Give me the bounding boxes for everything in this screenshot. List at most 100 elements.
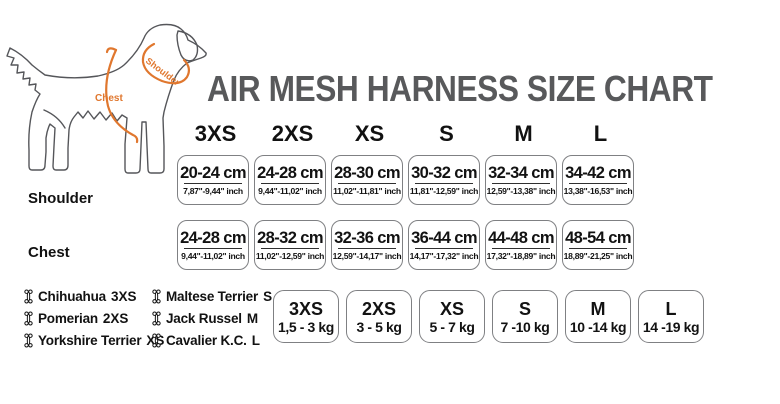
- shoulder-box-l: 34-42 cm 13,38"-16,53" inch: [562, 155, 634, 205]
- chest-band-hook: [105, 47, 118, 54]
- weight-box-l: L 14 -19 kg: [638, 290, 704, 343]
- cm-range: 34-42 cm: [565, 163, 631, 182]
- breed-item-pomerian: Pomerian 2XS: [24, 310, 164, 326]
- bone-icon: [152, 310, 161, 326]
- weight-size: 2XS: [361, 298, 397, 319]
- inch-range: 18,89"-21,25" inch: [563, 250, 633, 261]
- inch-range: 17,32"-18,89" inch: [486, 250, 556, 261]
- inch-range: 11,02"-11,81" inch: [333, 185, 401, 196]
- shoulder-band-label: Shoulder: [144, 56, 182, 88]
- inch-range: 14,17"-17,32" inch: [409, 250, 479, 261]
- weight-size: S: [518, 298, 531, 319]
- weight-range: 14 -19 kg: [642, 318, 700, 335]
- breed-size: L: [251, 332, 260, 348]
- shoulder-box-xs: 28-30 cm 11,02"-11,81" inch: [331, 155, 403, 205]
- cm-range: 32-34 cm: [488, 163, 554, 182]
- cm-range: 44-48 cm: [488, 228, 554, 247]
- shoulder-box-s: 30-32 cm 11,81"-12,59" inch: [408, 155, 480, 205]
- breed-item-jack-russel: Jack Russel M: [152, 310, 272, 326]
- cm-range: 32-36 cm: [334, 228, 400, 247]
- dog-thigh-line: [43, 109, 66, 129]
- breed-name: Yorkshire Terrier: [38, 332, 142, 348]
- cm-range: 24-28 cm: [180, 228, 246, 247]
- bone-icon: [152, 288, 161, 304]
- divider: [261, 182, 319, 184]
- size-header-row: 3XS 2XS XS S M L: [177, 121, 639, 147]
- chest-box-2xs: 28-32 cm 11,02"-12,59" inch: [254, 220, 326, 270]
- chest-box-m: 44-48 cm 17,32"-18,89" inch: [485, 220, 557, 270]
- bone-icon: [24, 332, 33, 348]
- shoulder-box-3xs: 20-24 cm 7,87"-9,44" inch: [177, 155, 249, 205]
- shoulder-row-label: Shoulder: [28, 190, 94, 207]
- weight-range: 7 -10 kg: [500, 318, 550, 335]
- dog-ear-path: [176, 30, 199, 62]
- size-header-2xs: 2XS: [271, 121, 314, 146]
- size-header-l: L: [593, 121, 608, 146]
- cm-range: 24-28 cm: [257, 163, 323, 182]
- breed-item-yorkshire-terrier: Yorkshire Terrier XS: [24, 332, 164, 348]
- breed-item-cavalier-kc: Cavalier K.C. L: [152, 332, 272, 348]
- chest-band: [105, 48, 139, 144]
- breed-size: 2XS: [102, 310, 129, 326]
- dog-measurement-diagram: Shoulder Chest: [6, 23, 207, 174]
- weight-size: L: [665, 298, 677, 319]
- weight-box-3xs: 3XS 1,5 - 3 kg: [273, 290, 339, 343]
- cm-range: 28-30 cm: [334, 163, 400, 182]
- shoulder-band: [141, 42, 191, 85]
- size-header-m: M: [514, 121, 533, 146]
- divider: [492, 182, 550, 184]
- dog-outline-path: [6, 23, 207, 174]
- inch-range: 9,44"-11,02" inch: [181, 250, 245, 261]
- weight-size: M: [590, 298, 606, 319]
- breed-name: Jack Russel: [166, 310, 242, 326]
- weight-size: XS: [439, 298, 464, 319]
- weight-range: 5 - 7 kg: [429, 318, 475, 335]
- divider: [338, 182, 396, 184]
- page-title: AIR MESH HARNESS SIZE CHART: [207, 68, 713, 109]
- weight-box-s: S 7 -10 kg: [492, 290, 558, 343]
- chest-row-label: Chest: [28, 244, 70, 261]
- bone-icon: [24, 310, 33, 326]
- breed-name: Chihuahua: [38, 288, 106, 304]
- weight-box-2xs: 2XS 3 - 5 kg: [346, 290, 412, 343]
- weight-range: 1,5 - 3 kg: [278, 318, 334, 335]
- inch-range: 11,02"-12,59" inch: [255, 250, 325, 261]
- cm-range: 30-32 cm: [411, 163, 477, 182]
- size-header-xs: XS: [354, 121, 385, 146]
- weight-range-row: 3XS 1,5 - 3 kg 2XS 3 - 5 kg XS 5 - 7 kg …: [273, 290, 711, 343]
- divider: [338, 247, 396, 249]
- breed-item-maltese-terrier: Maltese Terrier S: [152, 288, 272, 304]
- cm-range: 20-24 cm: [180, 163, 246, 182]
- inch-range: 11,81"-12,59" inch: [409, 185, 479, 196]
- shoulder-box-m: 32-34 cm 12,59"-13,38" inch: [485, 155, 557, 205]
- divider: [261, 247, 319, 249]
- weight-box-xs: XS 5 - 7 kg: [419, 290, 485, 343]
- size-header-3xs: 3XS: [194, 121, 237, 146]
- breed-size: 3XS: [110, 288, 137, 304]
- breed-size: S: [263, 288, 273, 304]
- inch-range: 9,44"-11,02" inch: [258, 185, 322, 196]
- breed-name: Cavalier K.C.: [166, 332, 247, 348]
- divider: [184, 182, 242, 184]
- inch-range: 12,59"-13,38" inch: [486, 185, 556, 196]
- divider: [415, 247, 473, 249]
- chest-measurement-row: 24-28 cm 9,44"-11,02" inch 28-32 cm 11,0…: [177, 220, 639, 270]
- breed-name: Maltese Terrier: [166, 288, 259, 304]
- cm-range: 28-32 cm: [257, 228, 323, 247]
- divider: [569, 247, 627, 249]
- cm-range: 48-54 cm: [565, 228, 631, 247]
- shoulder-box-2xs: 24-28 cm 9,44"-11,02" inch: [254, 155, 326, 205]
- chest-box-l: 48-54 cm 18,89"-21,25" inch: [562, 220, 634, 270]
- bone-icon: [152, 332, 161, 348]
- bone-icon: [24, 288, 33, 304]
- weight-size: 3XS: [288, 298, 324, 319]
- chest-box-xs: 32-36 cm 12,59"-14,17" inch: [331, 220, 403, 270]
- breed-list-column-2: Maltese Terrier S Jack Russel M Cavalier…: [152, 288, 272, 348]
- divider: [184, 247, 242, 249]
- weight-range: 3 - 5 kg: [356, 318, 402, 335]
- inch-range: 13,38"-16,53" inch: [563, 185, 633, 196]
- chest-band-label: Chest: [95, 93, 123, 104]
- weight-box-m: M 10 -14 kg: [565, 290, 631, 343]
- divider: [415, 182, 473, 184]
